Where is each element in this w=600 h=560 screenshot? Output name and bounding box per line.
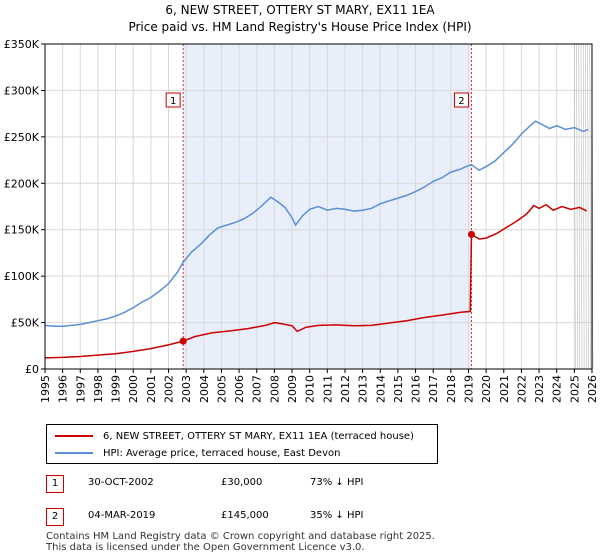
forecast-hatch bbox=[582, 43, 585, 370]
sale-point bbox=[179, 337, 187, 345]
sale-point bbox=[467, 230, 475, 238]
transaction-badge: 1 bbox=[46, 475, 64, 493]
sale-label: 2 bbox=[458, 96, 464, 107]
sale-label-box bbox=[165, 92, 181, 108]
transaction-price: £30,000 bbox=[221, 477, 263, 488]
y-tick-label: £100K bbox=[4, 270, 40, 283]
legend-swatch-hpi bbox=[55, 452, 93, 454]
x-tick-label: 2003 bbox=[180, 375, 193, 403]
y-tick-label: £0 bbox=[25, 363, 39, 376]
x-tick-label: 2000 bbox=[127, 375, 140, 403]
transaction-badge: 2 bbox=[46, 508, 64, 526]
transaction-date: 30-OCT-2002 bbox=[88, 477, 154, 488]
x-tick-label: 2014 bbox=[374, 375, 387, 403]
x-tick-label: 1999 bbox=[110, 375, 123, 403]
legend-label-property: 6, NEW STREET, OTTERY ST MARY, EX11 1EA … bbox=[103, 430, 414, 442]
x-tick-label: 1997 bbox=[74, 375, 87, 403]
legend: 6, NEW STREET, OTTERY ST MARY, EX11 1EA … bbox=[46, 424, 438, 464]
x-tick-label: 2015 bbox=[392, 375, 405, 403]
x-tick-label: 2011 bbox=[321, 375, 334, 403]
forecast-hatch bbox=[578, 43, 581, 370]
x-tick-label: 2017 bbox=[427, 375, 440, 403]
transaction-date: 04-MAR-2019 bbox=[88, 510, 156, 521]
x-tick-label: 1995 bbox=[39, 375, 52, 403]
x-tick-label: 2026 bbox=[586, 375, 599, 403]
transaction-price: £145,000 bbox=[221, 510, 269, 521]
y-tick-label: £350K bbox=[4, 38, 40, 51]
x-tick-label: 2019 bbox=[462, 375, 475, 403]
x-tick-label: 2018 bbox=[445, 375, 458, 403]
x-tick-label: 1996 bbox=[57, 375, 70, 403]
x-tick-label: 2016 bbox=[410, 375, 423, 403]
y-tick-label: £150K bbox=[4, 224, 40, 237]
footer-copyright: Contains HM Land Registry data © Crown c… bbox=[46, 531, 435, 542]
x-tick-label: 2004 bbox=[198, 375, 211, 403]
x-tick-label: 2001 bbox=[145, 375, 158, 403]
y-tick-label: £250K bbox=[4, 131, 40, 144]
x-tick-label: 2013 bbox=[357, 375, 370, 403]
y-tick-label: £300K bbox=[4, 84, 40, 97]
y-tick-label: £50K bbox=[11, 317, 40, 330]
x-tick-label: 2022 bbox=[515, 375, 528, 403]
x-tick-label: 2024 bbox=[551, 375, 564, 403]
plot-frame bbox=[44, 43, 593, 370]
x-tick-label: 2020 bbox=[480, 375, 493, 403]
forecast-hatch bbox=[585, 43, 587, 370]
forecast-hatch bbox=[587, 43, 589, 370]
chart-title: 6, NEW STREET, OTTERY ST MARY, EX11 1EA bbox=[165, 3, 435, 17]
y-tick-label: £200K bbox=[4, 177, 40, 190]
legend-label-hpi: HPI: Average price, terraced house, East… bbox=[103, 447, 341, 459]
property-series-line bbox=[44, 203, 588, 359]
sale-label: 1 bbox=[170, 96, 176, 107]
chart-subtitle: Price paid vs. HM Land Registry's House … bbox=[128, 20, 472, 34]
forecast-hatch bbox=[580, 43, 583, 370]
forecast-hatch bbox=[589, 43, 592, 370]
x-tick-label: 2007 bbox=[251, 375, 264, 403]
x-tick-label: 2005 bbox=[215, 375, 228, 403]
legend-item-property: 6, NEW STREET, OTTERY ST MARY, EX11 1EA … bbox=[47, 428, 414, 444]
legend-swatch-property bbox=[55, 435, 93, 437]
forecast-hatch bbox=[576, 43, 578, 370]
x-tick-label: 2010 bbox=[304, 375, 317, 403]
x-tick-label: 2008 bbox=[268, 375, 281, 403]
price-chart: 1 2 £0 £50K £100K £150K £200K £250K £300K £350K 19… bbox=[4, 38, 599, 403]
x-tick-label: 2009 bbox=[286, 375, 299, 403]
hpi-series-line bbox=[44, 120, 589, 328]
sale-label-box bbox=[453, 92, 469, 108]
x-tick-label: 2002 bbox=[163, 375, 176, 403]
x-tick-label: 2006 bbox=[233, 375, 246, 403]
x-tick-label: 2021 bbox=[498, 375, 511, 403]
transaction-hpi: 73% ↓ HPI bbox=[310, 477, 364, 488]
transaction-row: 2 04-MAR-2019 £145,000 35% ↓ HPI bbox=[46, 508, 566, 528]
footer-licence: This data is licensed under the Open Gov… bbox=[46, 542, 365, 553]
x-tick-label: 2012 bbox=[339, 375, 352, 403]
x-tick-label: 2023 bbox=[533, 375, 546, 403]
legend-item-hpi: HPI: Average price, terraced house, East… bbox=[47, 445, 340, 461]
transaction-hpi: 35% ↓ HPI bbox=[310, 510, 364, 521]
x-tick-label: 1998 bbox=[92, 375, 105, 403]
x-tick-label: 2025 bbox=[568, 375, 581, 403]
transaction-row: 1 30-OCT-2002 £30,000 73% ↓ HPI bbox=[46, 475, 566, 495]
forecast-hatch bbox=[574, 43, 576, 370]
